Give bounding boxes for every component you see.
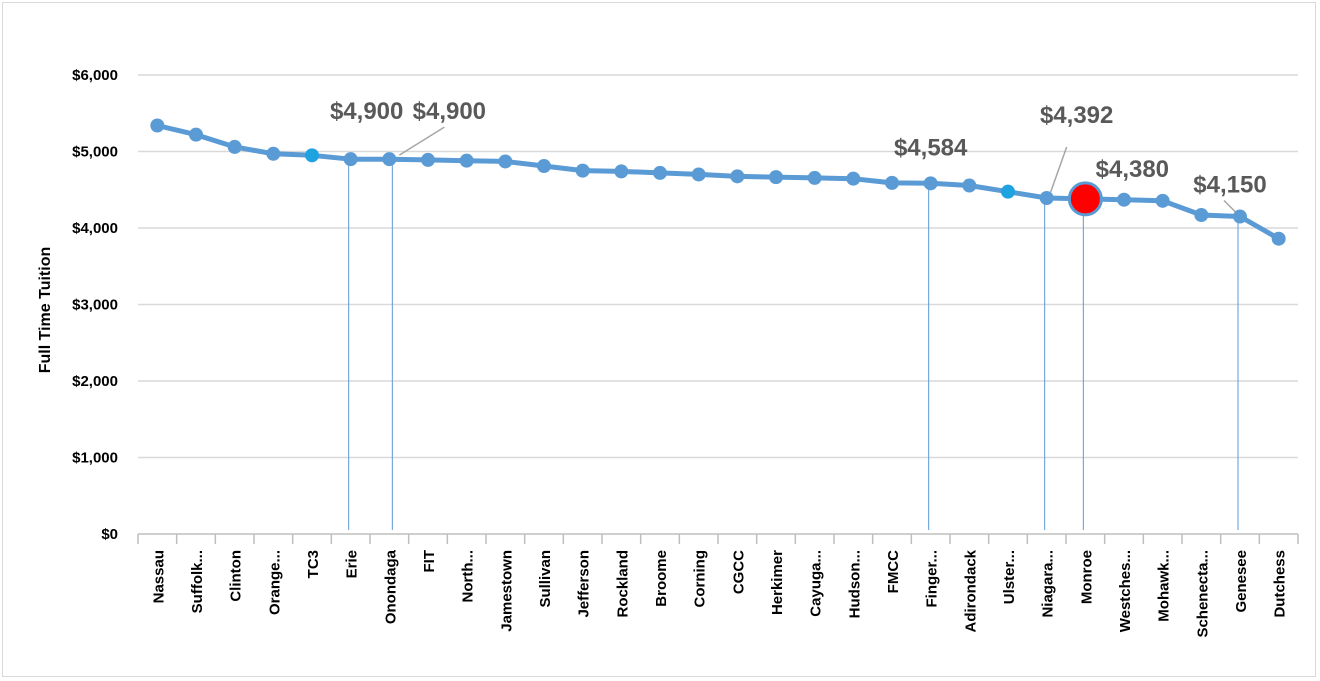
label-leader xyxy=(1223,199,1237,214)
data-point xyxy=(189,127,203,142)
data-point xyxy=(923,176,938,191)
y-tick-label: $5,000 xyxy=(72,144,118,161)
data-point xyxy=(459,153,474,168)
data-point xyxy=(575,163,590,178)
x-tick-label: Jamestown xyxy=(498,550,515,632)
x-tick-label: Orange... xyxy=(266,550,283,615)
data-point xyxy=(807,170,822,185)
data-point xyxy=(1271,231,1286,246)
data-point xyxy=(1117,192,1131,207)
data-labels: $4,900 $4,900 $4,584 $4,392 $4,380 $4,150 xyxy=(330,98,1267,198)
data-point xyxy=(614,164,629,179)
x-axis: Nassau Suffolk... Clinton Orange... TC3 Erie O… xyxy=(137,533,1299,638)
x-tick-label: FMCC xyxy=(885,550,902,593)
data-point xyxy=(498,154,513,169)
data-point xyxy=(691,167,706,182)
x-tick-label: Niagara... xyxy=(1040,550,1057,618)
data-point xyxy=(846,171,861,186)
data-point xyxy=(537,159,551,174)
data-label: $4,380 xyxy=(1096,156,1169,183)
y-axis-label: Full Time Tuition xyxy=(37,247,54,374)
y-tick-label: $6,000 xyxy=(72,67,118,84)
data-point xyxy=(421,152,435,167)
data-point xyxy=(227,139,242,154)
x-tick-label: Cayuga... xyxy=(808,550,825,617)
x-tick-label: Monroe xyxy=(1078,550,1095,604)
x-tick-label: Dutchess xyxy=(1272,550,1289,618)
data-label: $4,150 xyxy=(1193,172,1266,199)
x-tick-label: Sullivan xyxy=(537,550,554,608)
data-point xyxy=(962,178,977,193)
x-tick-label: Genesee xyxy=(1233,550,1250,613)
x-tick-label: Ulster... xyxy=(1001,550,1018,604)
x-tick-label: Nassau xyxy=(150,550,167,603)
x-tick-label: Finger... xyxy=(924,550,941,608)
gridlines xyxy=(138,74,1298,459)
x-tick-label: Onondaga xyxy=(382,549,399,624)
data-point xyxy=(1233,209,1247,224)
y-tick-label: $1,000 xyxy=(72,450,118,467)
data-points xyxy=(150,118,1286,246)
label-leader xyxy=(398,126,445,156)
x-tick-label: Schenecta... xyxy=(1194,550,1211,638)
y-tick-label: $2,000 xyxy=(72,373,118,390)
data-point xyxy=(382,152,397,167)
x-tick-label: Clinton xyxy=(228,550,245,602)
y-tick-label: $4,000 xyxy=(72,220,118,237)
data-point xyxy=(1001,184,1015,199)
data-label: $4,900 xyxy=(413,98,486,125)
x-tick-label: Suffolk... xyxy=(189,550,206,613)
x-tick-label: North... xyxy=(460,550,477,603)
x-tick-label: Jefferson xyxy=(576,550,593,618)
x-tick-label: TC3 xyxy=(305,550,322,578)
x-tick-label: Westches... xyxy=(1117,550,1134,632)
data-label: $4,900 xyxy=(330,98,403,125)
data-point xyxy=(1155,193,1170,208)
data-point xyxy=(1039,191,1054,206)
data-point xyxy=(885,175,899,190)
data-point xyxy=(730,169,745,184)
data-point xyxy=(150,118,165,133)
y-axis-ticks: $0 $1,000 $2,000 $3,000 $4,000 $5,000 $6,000 xyxy=(72,67,118,543)
x-tick-label: Erie xyxy=(344,550,361,578)
x-tick-label: Rockland xyxy=(614,550,631,618)
data-label: $4,392 xyxy=(1040,102,1113,129)
data-point xyxy=(769,170,783,185)
x-tick-label: Corning xyxy=(692,550,709,608)
y-tick-label: $0 xyxy=(101,526,118,543)
data-label: $4,584 xyxy=(894,134,968,161)
x-tick-label: Mohawk... xyxy=(1156,550,1173,622)
data-point xyxy=(1194,207,1209,222)
x-tick-label: Herkimer xyxy=(769,550,786,615)
x-tick-label: Hudson... xyxy=(846,550,863,618)
data-point xyxy=(343,152,358,167)
data-point xyxy=(653,165,667,180)
y-tick-label: $3,000 xyxy=(72,297,118,314)
x-tick-label: CGCC xyxy=(730,550,747,594)
highlighted-data-point xyxy=(1067,181,1103,217)
leader-lines xyxy=(348,126,1239,530)
data-point xyxy=(305,148,319,163)
data-point xyxy=(266,146,281,161)
x-tick-label: FIT xyxy=(421,550,438,573)
x-tick-label: Adirondack xyxy=(962,549,979,632)
x-tick-label: Broome xyxy=(653,550,670,607)
label-leader xyxy=(1049,146,1068,193)
